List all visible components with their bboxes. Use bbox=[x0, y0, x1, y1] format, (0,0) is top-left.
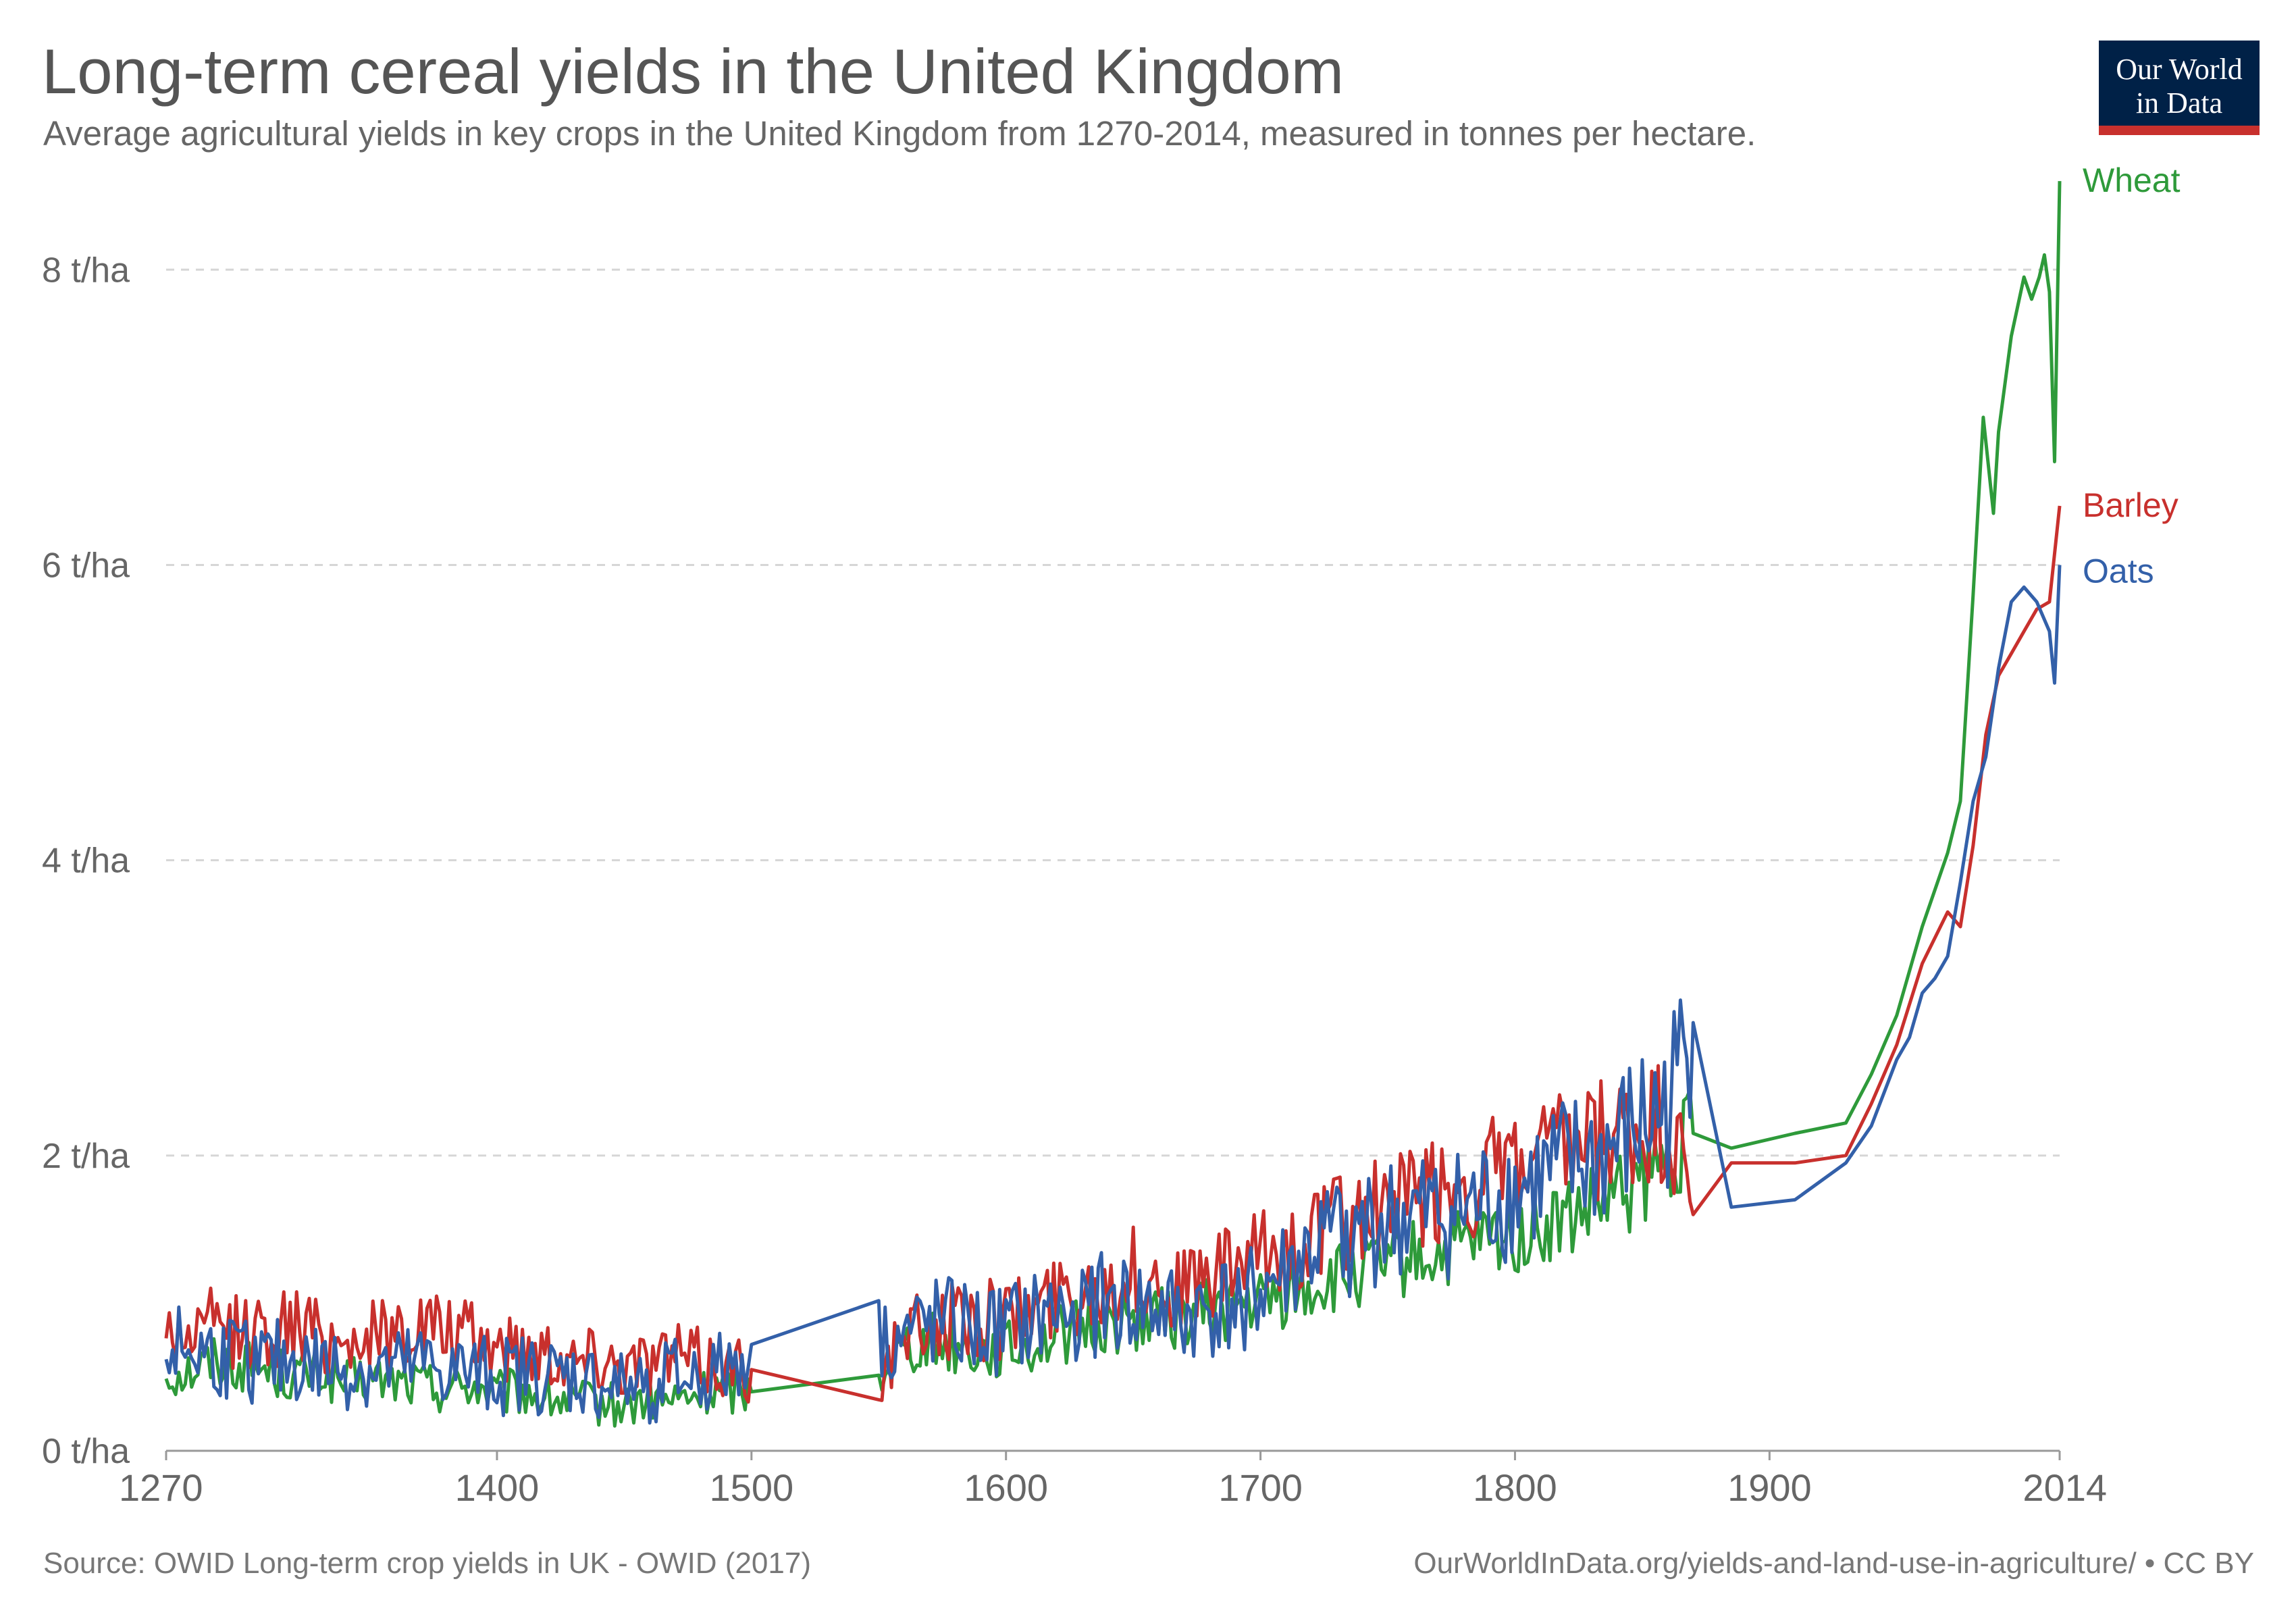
series-lines bbox=[164, 181, 2062, 1428]
x-tick-label: 1600 bbox=[964, 1466, 1048, 1509]
source-note: Source: OWID Long-term crop yields in UK… bbox=[43, 1547, 811, 1580]
y-tick-label: 8 t/ha bbox=[42, 251, 130, 290]
license-link[interactable]: OurWorldInData.org/yields-and-land-use-i… bbox=[1413, 1547, 2254, 1580]
chart-subtitle: Average agricultural yields in key crops… bbox=[43, 114, 1756, 153]
series-line-oats[interactable] bbox=[164, 565, 2062, 1425]
y-tick-label: 6 t/ha bbox=[42, 546, 130, 585]
series-labels: Wheat Barley Oats bbox=[2083, 161, 2181, 590]
owid-logo[interactable]: Our World in Data bbox=[2099, 41, 2260, 135]
logo-line-1: Our World bbox=[2116, 53, 2243, 86]
x-tick-label: 1700 bbox=[1218, 1466, 1303, 1509]
series-line-wheat[interactable] bbox=[164, 181, 2062, 1428]
grid-lines bbox=[166, 268, 2060, 1157]
y-tick-label: 0 t/ha bbox=[42, 1432, 130, 1471]
x-tick-label: 1270 bbox=[119, 1466, 203, 1509]
series-label-barley: Barley bbox=[2083, 486, 2178, 524]
y-tick-label: 2 t/ha bbox=[42, 1137, 130, 1176]
series-label-wheat: Wheat bbox=[2083, 161, 2181, 199]
series-label-oats: Oats bbox=[2083, 552, 2154, 590]
logo-line-2: in Data bbox=[2135, 86, 2223, 120]
x-tick-label: 2014 bbox=[2023, 1466, 2107, 1509]
series-line-barley[interactable] bbox=[164, 505, 2062, 1404]
x-tick-label: 1900 bbox=[1727, 1466, 1812, 1509]
x-tick-label: 1400 bbox=[455, 1466, 540, 1509]
x-tick-label: 1800 bbox=[1473, 1466, 1557, 1509]
x-tick-label: 1500 bbox=[710, 1466, 794, 1509]
chart-title: Long-term cereal yields in the United Ki… bbox=[42, 36, 1345, 107]
axes: 0 t/ha 2 t/ha 4 t/ha 6 t/ha 8 t/ha 1270 1400 15… bbox=[42, 251, 2107, 1509]
y-tick-label: 4 t/ha bbox=[42, 842, 130, 881]
